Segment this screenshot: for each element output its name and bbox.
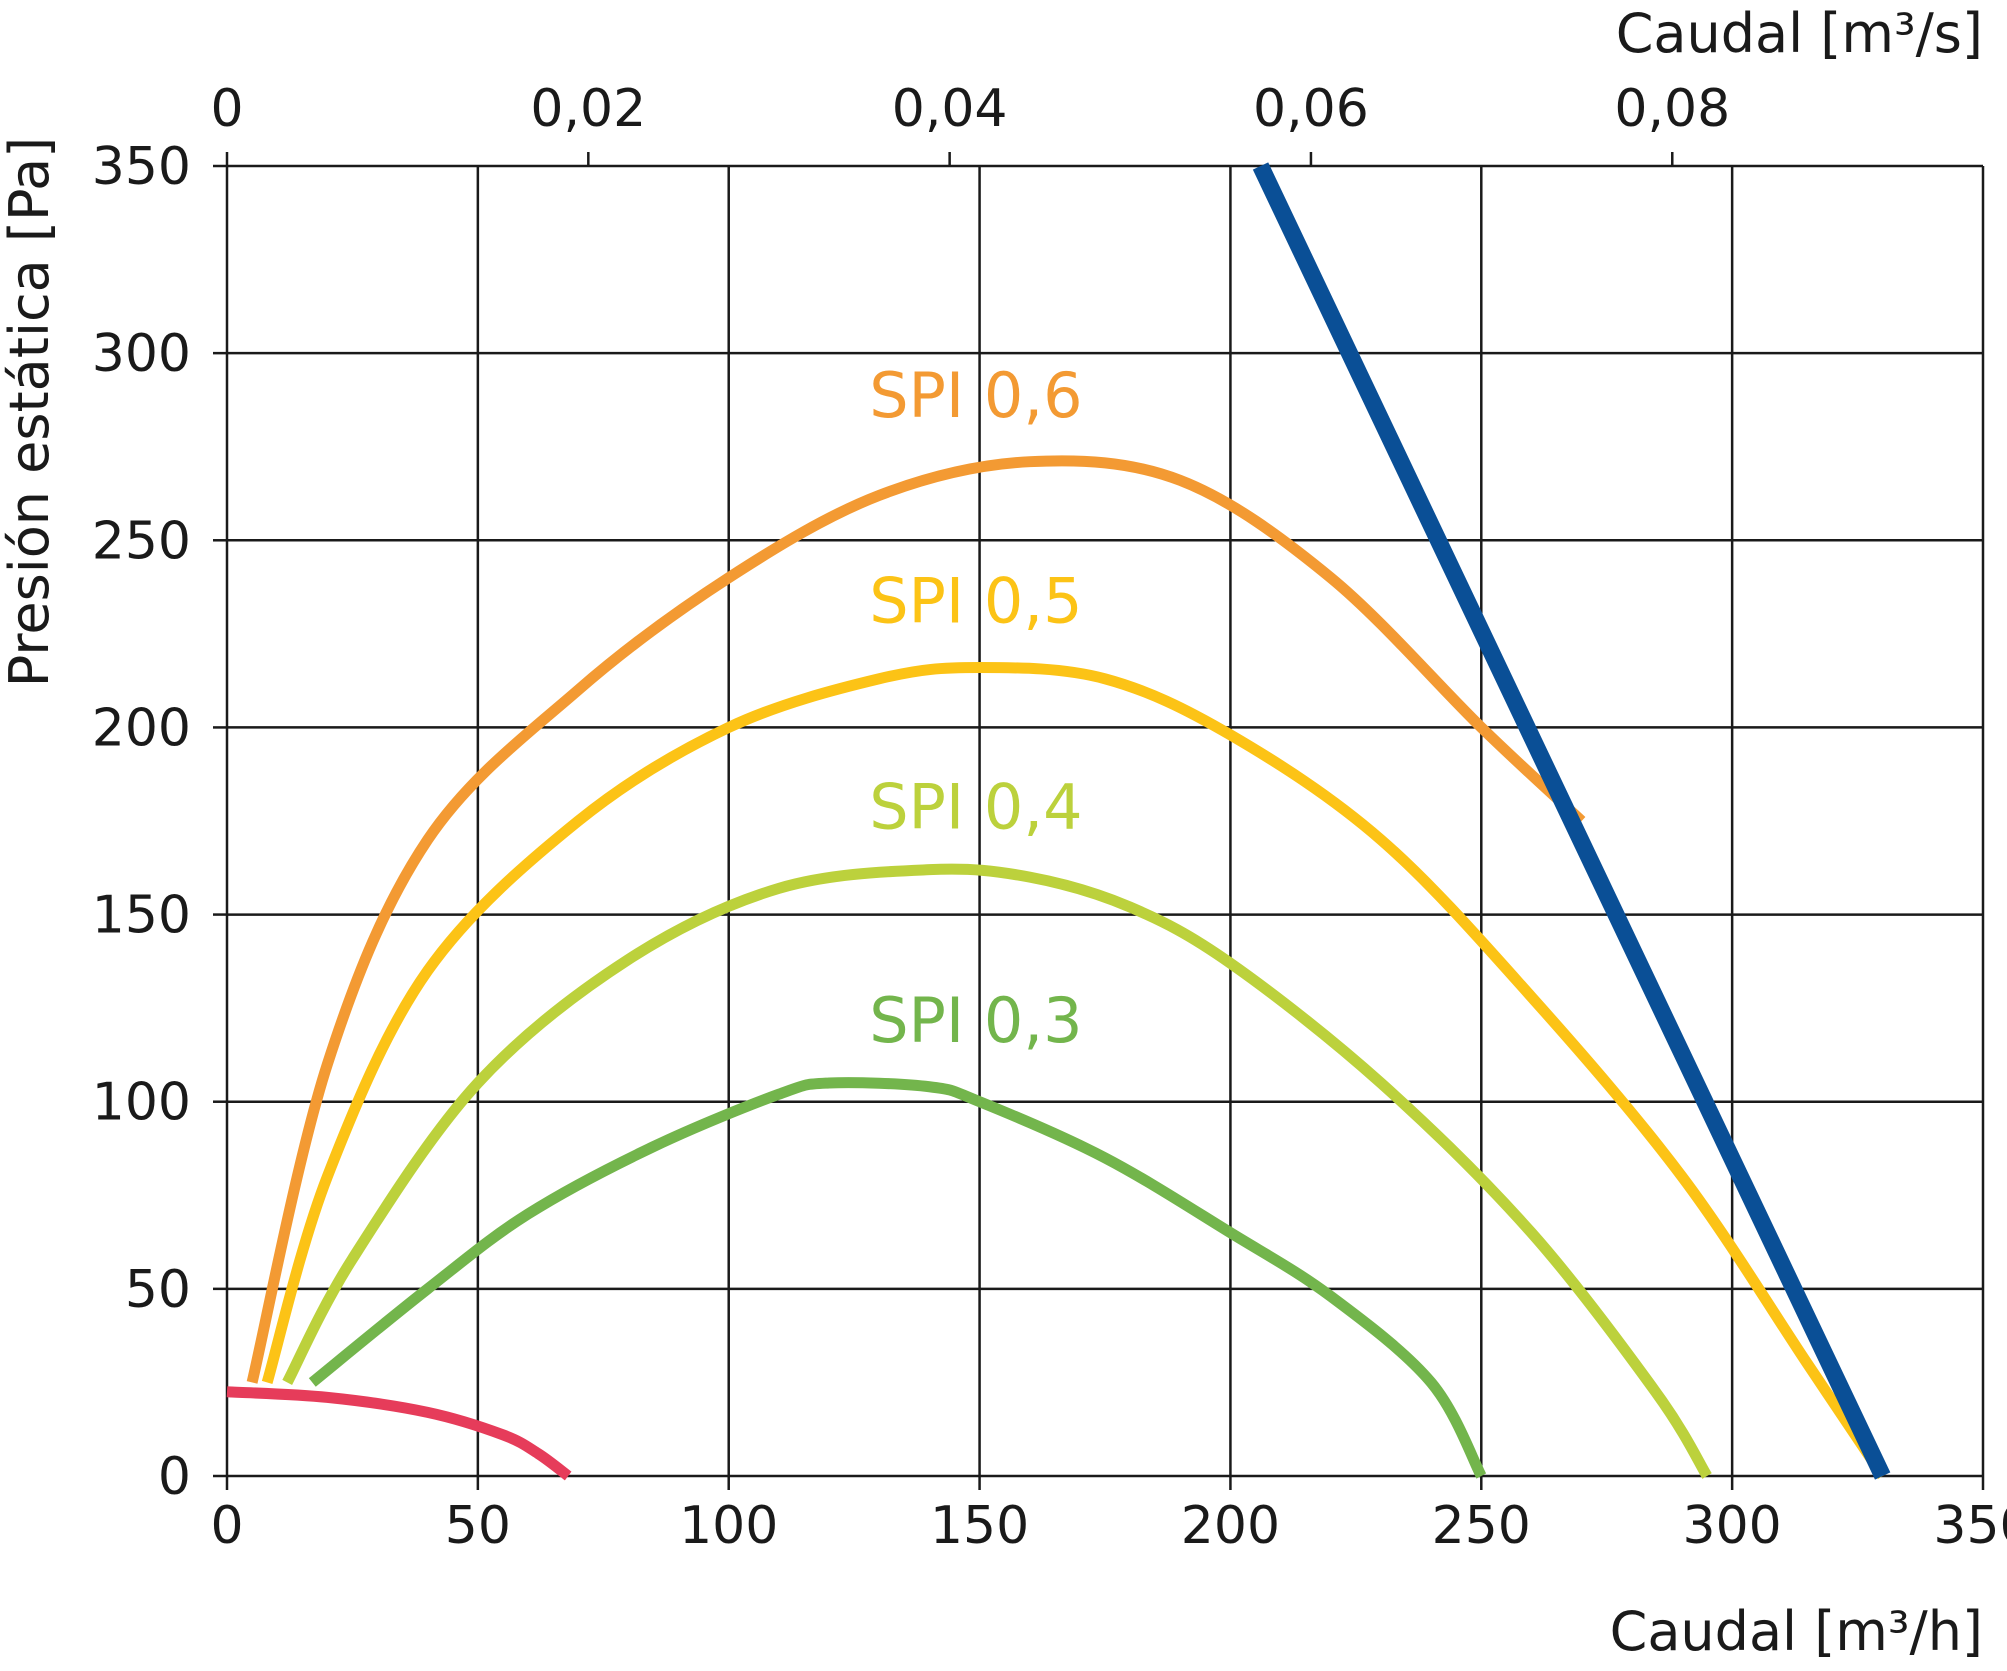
x2-tick-label: 0,08 — [1614, 79, 1730, 139]
series-label-spi-0-4: SPI 0,4 — [869, 770, 1082, 843]
y-tick-label: 350 — [92, 137, 191, 197]
y-tick-label: 200 — [92, 698, 191, 758]
x-tick-label: 300 — [1683, 1496, 1782, 1556]
y-tick-label: 150 — [92, 886, 191, 946]
series-line-unlabeled-4 — [226, 1386, 572, 1481]
x-tick-label: 250 — [1432, 1496, 1531, 1556]
series-line-unlabeled-5 — [1252, 162, 1891, 1480]
series-line-spi-0-5 — [261, 662, 1888, 1480]
series-lines — [226, 162, 1891, 1481]
series-label-spi-0-5: SPI 0,5 — [869, 565, 1082, 638]
series-line-spi-0-3 — [308, 1077, 1487, 1479]
y-tick-label: 100 — [92, 1073, 191, 1133]
x-tick-label: 350 — [1933, 1496, 2007, 1556]
series-line-spi-0-6 — [246, 455, 1586, 1384]
x-tick-label: 100 — [679, 1496, 778, 1556]
series-label-spi-0-3: SPI 0,3 — [869, 984, 1082, 1057]
x2-tick-label: 0 — [210, 79, 243, 139]
y-axis-title: Presión estática [Pa] — [0, 137, 61, 688]
axes: 0 50 100 150 200 250 300 350 0 50 100 150 200 250 300 3… — [92, 79, 2007, 1556]
x-tick-label: 150 — [930, 1496, 1029, 1556]
series-labels: SPI 0,6 SPI 0,5 SPI 0,4 SPI 0,3 — [869, 359, 1082, 1057]
x-tick-label: 0 — [210, 1496, 243, 1556]
x2-tick-label: 0,02 — [530, 79, 646, 139]
x-tick-label: 200 — [1181, 1496, 1280, 1556]
x-axis-title: Caudal [m³/h] — [1610, 1600, 1983, 1663]
series-line-spi-0-4 — [282, 863, 1712, 1479]
y-tick-label: 0 — [158, 1447, 191, 1507]
y-tick-label: 50 — [125, 1260, 191, 1320]
y-tick-label: 250 — [92, 511, 191, 571]
grid — [225, 164, 1985, 1478]
top-x-axis-title: Caudal [m³/s] — [1616, 2, 1983, 65]
y-tick-label: 300 — [92, 324, 191, 384]
series-label-spi-0-6: SPI 0,6 — [869, 359, 1082, 432]
x-tick-label: 50 — [445, 1496, 511, 1556]
x2-tick-label: 0,06 — [1253, 79, 1369, 139]
x2-tick-label: 0,04 — [892, 79, 1008, 139]
